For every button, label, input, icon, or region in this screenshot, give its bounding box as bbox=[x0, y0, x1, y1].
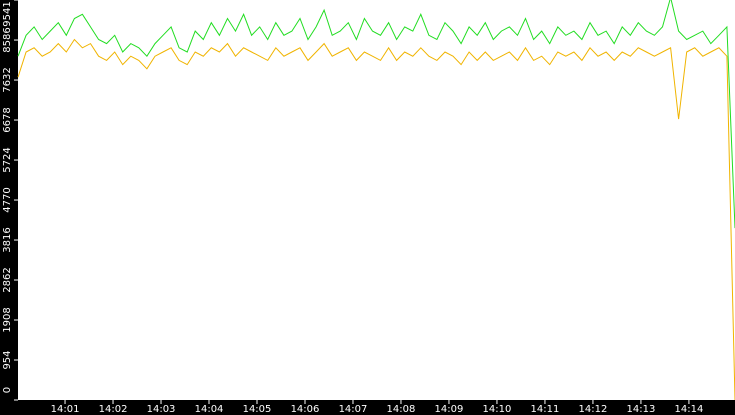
x-tick-label: 14:04 bbox=[195, 404, 224, 415]
y-tick-label: 954 bbox=[2, 350, 13, 369]
series-line bbox=[17, 38, 735, 401]
x-tick-label: 14:03 bbox=[147, 404, 176, 415]
y-tick-label: 0 bbox=[2, 387, 13, 393]
y-tick-label: 5724 bbox=[2, 147, 13, 172]
x-tick-label: 14:13 bbox=[627, 404, 656, 415]
x-tick-label: 14:08 bbox=[387, 404, 416, 415]
y-tick-label: 1908 bbox=[2, 307, 13, 332]
x-tick-label: 14:02 bbox=[99, 404, 128, 415]
x-tick-label: 14:14 bbox=[675, 404, 704, 415]
y-tick-label: 7632 bbox=[2, 67, 13, 92]
y-tick-label: 8586 bbox=[2, 27, 13, 52]
x-tick-label: 14:10 bbox=[483, 404, 512, 415]
y-tick-label: 4770 bbox=[2, 187, 13, 212]
x-tick-label: 14:09 bbox=[435, 404, 464, 415]
y-tick-label: 6678 bbox=[2, 107, 13, 132]
x-tick-label: 14:07 bbox=[339, 404, 368, 415]
x-tick-label: 14:05 bbox=[243, 404, 272, 415]
y-axis-band bbox=[0, 0, 18, 415]
series-line bbox=[17, 0, 735, 229]
x-tick-label: 14:12 bbox=[579, 404, 608, 415]
x-tick-label: 14:01 bbox=[51, 404, 80, 415]
x-axis-band bbox=[0, 400, 735, 415]
y-tick-label: 3816 bbox=[2, 227, 13, 252]
y-tick-label: 2862 bbox=[2, 267, 13, 292]
x-tick-label: 14:06 bbox=[291, 404, 320, 415]
y-tick-label: 9541 bbox=[2, 1, 13, 26]
x-tick-label: 14:11 bbox=[531, 404, 560, 415]
